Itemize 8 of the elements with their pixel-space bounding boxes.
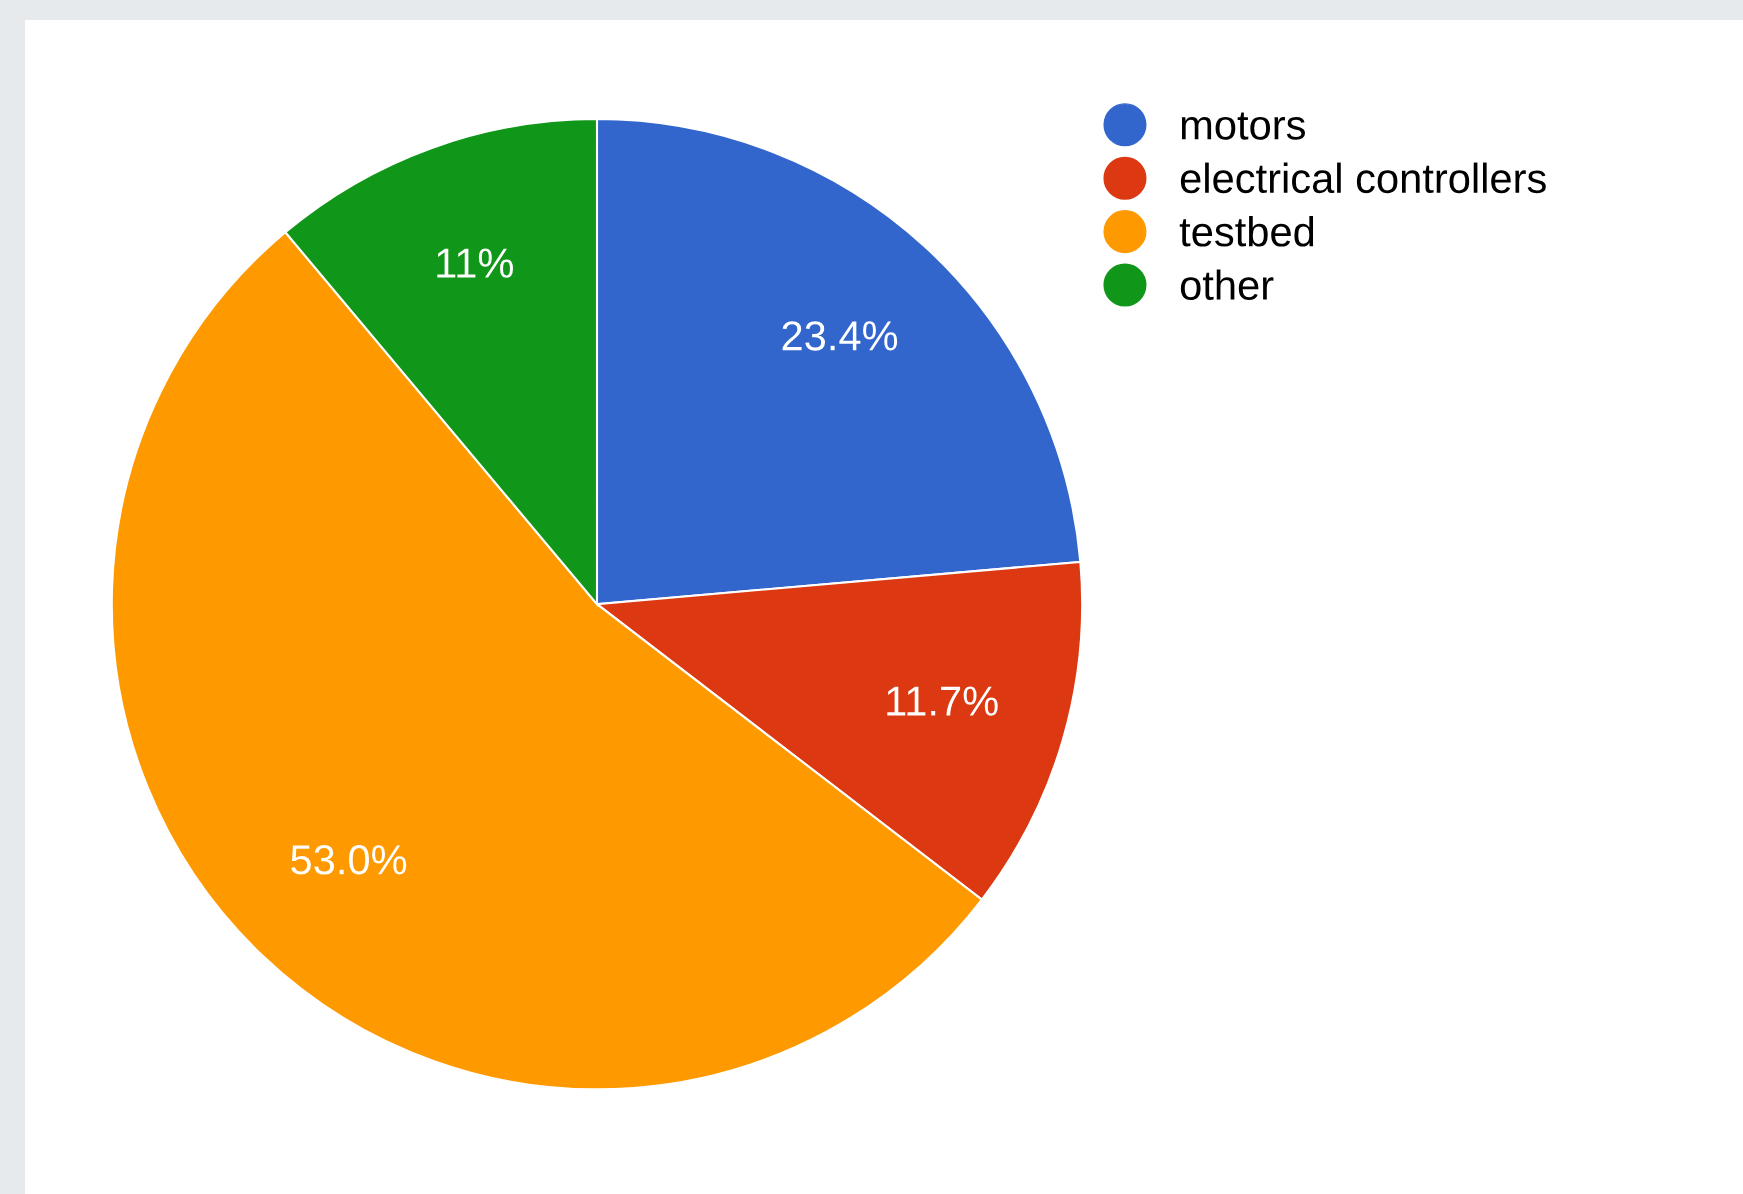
- legend-label: electrical controllers: [1180, 162, 1546, 194]
- legend-label: testbed: [1179, 215, 1314, 247]
- data-label: 53.0%: [291, 845, 407, 875]
- data-label: 11%: [437, 248, 513, 278]
- legend-label: other: [1180, 269, 1274, 301]
- data-label: 11.7%: [887, 686, 998, 716]
- legend-label: motors: [1181, 112, 1305, 140]
- data-label: 23.4%: [782, 321, 898, 351]
